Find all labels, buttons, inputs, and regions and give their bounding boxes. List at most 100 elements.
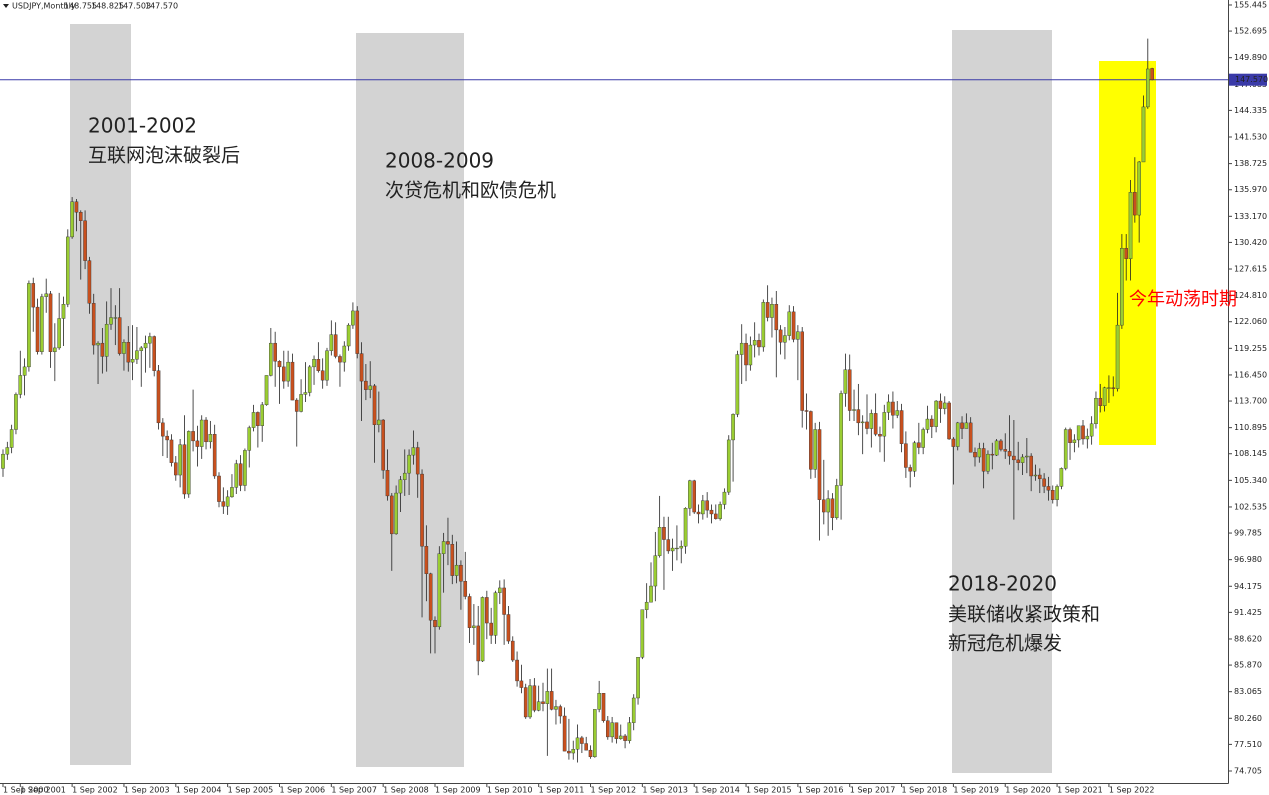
candle-body [113,317,118,319]
candle-body [1046,486,1051,491]
candle-body [705,500,709,511]
candle-body [523,687,528,718]
candle-body [199,419,204,447]
candle-body [847,369,852,411]
candle-body [402,472,407,480]
candle-body [441,541,446,554]
candle-body [398,479,403,494]
candle-body [329,334,334,351]
candle-body [312,359,316,368]
candle-body [860,421,865,424]
candle-body [208,434,213,443]
low-value: 147.503 [118,2,151,11]
annotation: 2001-2002 [88,114,197,138]
candle-body [385,470,390,497]
candle-body [519,680,524,688]
candle-body [148,336,152,344]
candle-body [1007,451,1012,457]
candle-body [627,722,632,741]
candle-body [683,508,688,547]
candle-body [912,442,917,472]
candle-body [407,454,411,474]
candle-body [588,749,593,758]
candle-body [921,429,925,448]
y-tick-label: 138.725 [1234,159,1267,168]
candle-body [450,544,455,576]
y-tick-label: 80.260 [1234,714,1262,723]
candle-body [917,442,921,448]
candle-body [221,501,226,507]
candle-body [333,334,338,357]
y-tick-label: 155.445 [1234,0,1267,9]
candle-body [804,410,809,412]
candle-body [493,592,498,636]
candle-body [744,342,748,366]
candle-body [225,496,230,507]
candle-body [87,260,92,304]
candle-body [631,697,636,723]
candle-body [78,212,83,221]
candle-body [968,422,973,453]
candle-body [757,340,761,348]
candle-body [1,453,5,469]
candle-body [852,409,856,411]
candle-body [472,625,476,628]
candle-body [731,414,735,441]
candle-body [303,392,308,395]
candle-body [485,597,489,624]
y-tick-label: 144.335 [1234,106,1267,115]
candle-body [973,452,977,458]
candle-body [1124,248,1128,259]
candle-body [692,480,696,513]
candle-body [498,587,502,593]
candle-body [865,421,869,429]
candle-body [428,573,433,621]
candle-body [783,335,787,343]
candle-body [130,359,135,363]
candle-body [83,220,87,261]
candle-body [420,473,424,547]
candle-body [999,440,1003,450]
candle-body [1111,387,1116,389]
candle-body [554,706,558,710]
candle-body [908,467,912,472]
y-tick-label: 94.175 [1234,582,1262,591]
candle-body [722,491,727,505]
y-tick-label: 110.895 [1234,423,1267,432]
candle-body [299,394,303,412]
candle-body [230,487,234,498]
candle-body [1055,486,1059,500]
candle-body [934,400,938,427]
y-tick-label: 74.705 [1234,766,1262,775]
candle-body [1120,248,1124,326]
candle-body [394,492,398,535]
candle-body [1063,429,1068,469]
candle-body [368,385,373,390]
candle-body [558,706,563,717]
candle-body [307,366,312,393]
candle-body [61,304,66,319]
candle-body [834,485,839,518]
y-tick-label: 152.695 [1234,27,1267,36]
menu-icon[interactable] [3,4,9,8]
candle-body [748,344,753,366]
candle-body [955,422,960,447]
candle-body [575,737,580,750]
candle-body [878,434,882,437]
candle-body [117,317,122,354]
y-tick-label: 124.810 [1234,291,1267,300]
candle-body [234,463,239,488]
candle-body [152,336,157,371]
annotation: 2018-2020 [948,572,1057,596]
candle-body [739,342,744,355]
candle-body [571,749,576,754]
candle-body [251,412,256,428]
candle-body [528,685,532,718]
candle-body [53,347,57,352]
candle-body [869,413,874,429]
candle-body [377,419,381,425]
candle-body [454,564,459,576]
x-tick-label: 1 Sep 2002 [72,786,118,795]
candle-body [1033,474,1038,477]
candle-body [1089,423,1094,437]
